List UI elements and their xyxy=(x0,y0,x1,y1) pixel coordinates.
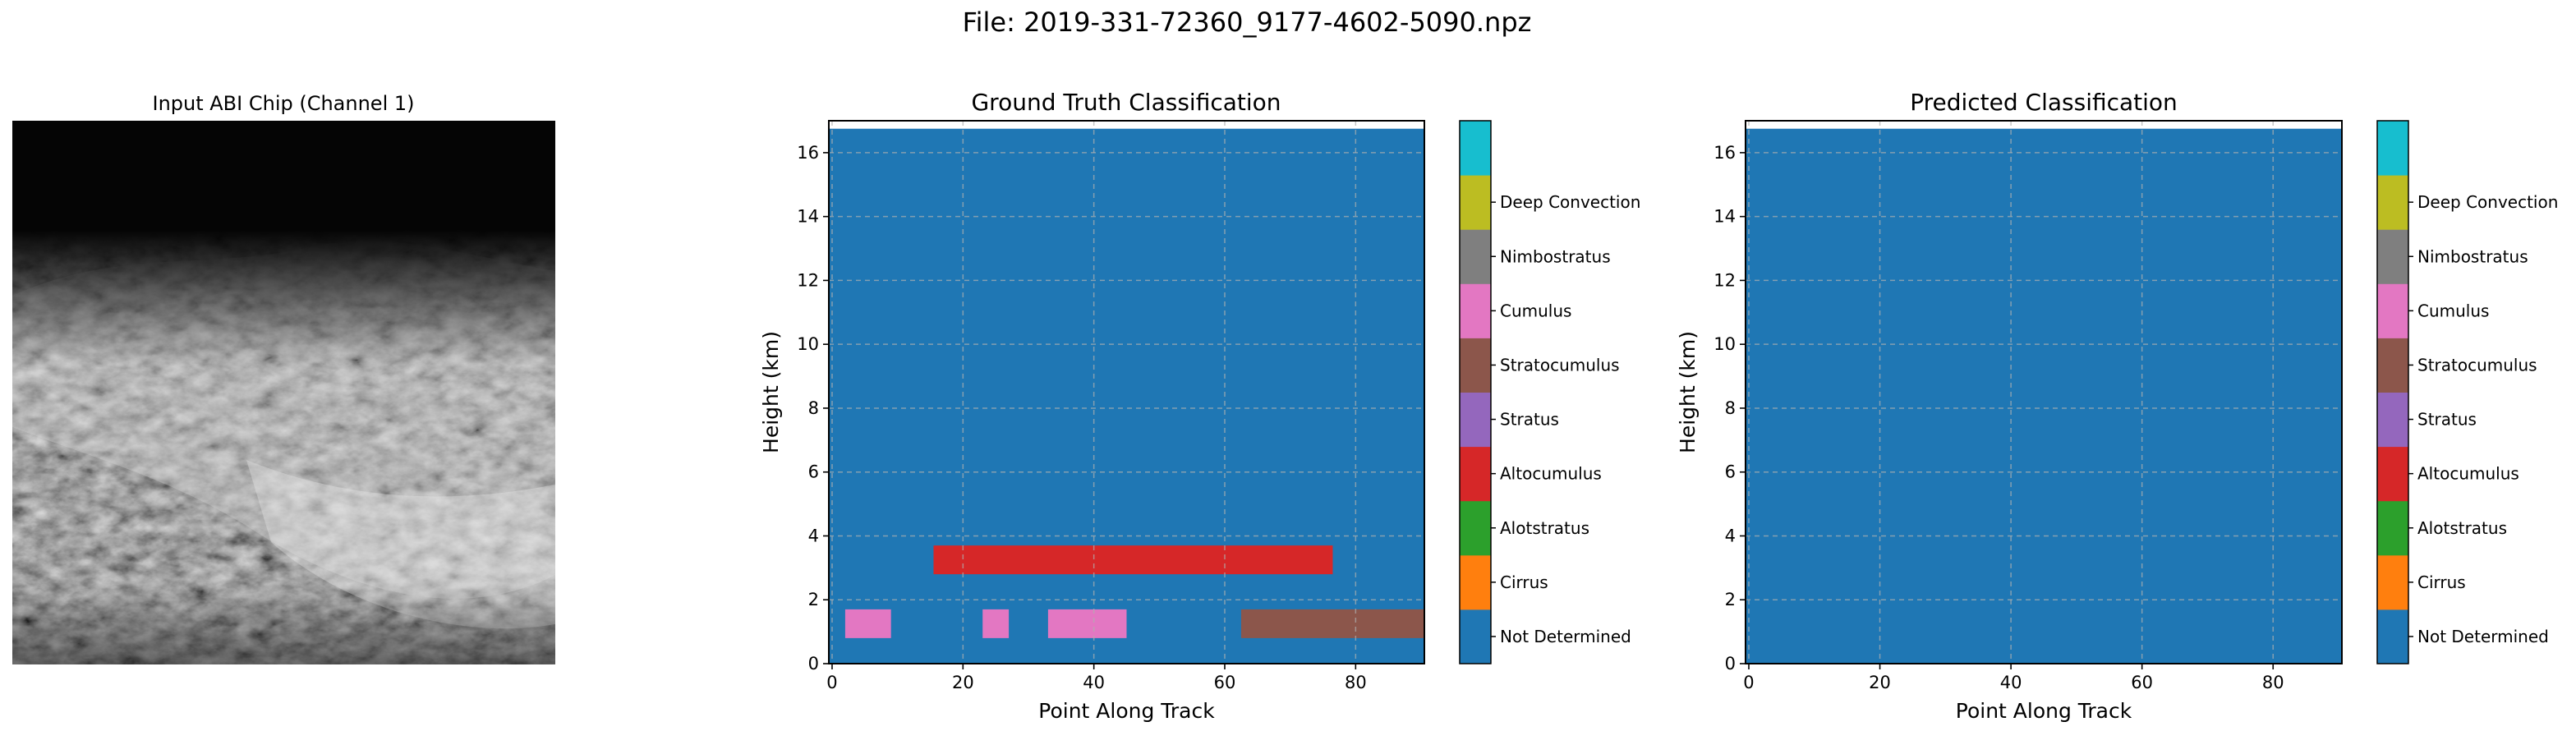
x-tick-label: 0 xyxy=(1743,673,1754,692)
colorbar-segment xyxy=(1460,554,1491,610)
x-tick-label: 60 xyxy=(1214,673,1236,692)
colorbar-label: Cirrus xyxy=(2417,572,2466,592)
y-tick-label: 10 xyxy=(1714,334,1736,354)
colorbar-segment xyxy=(2377,229,2408,284)
y-tick-label: 4 xyxy=(808,526,819,545)
colorbar-frame xyxy=(2376,120,2409,664)
y-tick-label: 2 xyxy=(808,590,819,609)
colorbar-label: Not Determined xyxy=(1500,627,1631,646)
y-tick-label: 10 xyxy=(797,334,819,354)
x-tick-label: 20 xyxy=(1869,673,1891,692)
predicted-title: Predicted Classification xyxy=(1910,89,2178,116)
colorbar-label: Altocumulus xyxy=(1500,464,1602,484)
ground-truth-plot-area: 0 20 40 60 80 0 2 4 6 8 10 12 14 16 Point Along Track H… xyxy=(759,120,1425,723)
input-chip-title: Input ABI Chip (Channel 1) xyxy=(152,92,414,115)
x-tick-label: 40 xyxy=(1083,673,1105,692)
x-tick-label: 40 xyxy=(2000,673,2022,692)
colorbar-segment xyxy=(1460,609,1491,664)
colorbar-label: Deep Convection xyxy=(2417,192,2558,212)
background-class-fill xyxy=(829,128,1424,664)
y-tick-label: 0 xyxy=(1725,654,1736,674)
colorbar-segment xyxy=(2377,283,2408,338)
colorbar-segment xyxy=(2377,609,2408,664)
colorbar-label: Stratus xyxy=(2417,410,2477,430)
colorbar-label: Nimbostratus xyxy=(2417,246,2528,266)
colorbar-segment xyxy=(2377,446,2408,502)
colorbar-segment xyxy=(2377,554,2408,610)
predicted-panel: Predicted Classification 0 20 40 60 80 0 2 4 6 8 1… xyxy=(1676,89,2558,723)
y-axis-label: Height (km) xyxy=(1676,331,1700,453)
class-region xyxy=(1047,609,1127,638)
y-tick-label: 16 xyxy=(1714,143,1736,163)
x-tick-label: 80 xyxy=(2262,673,2284,692)
predicted-colorbar: Not Determined Cirrus Alotstratus Altocumul… xyxy=(2376,120,2558,664)
colorbar-frame xyxy=(1459,120,1492,664)
y-tick-label: 14 xyxy=(797,207,819,227)
colorbar-label: Stratocumulus xyxy=(2417,355,2537,375)
colorbar-segment xyxy=(1460,392,1491,448)
x-axis-label: Point Along Track xyxy=(1038,699,1215,723)
colorbar-label: Cumulus xyxy=(2417,301,2489,320)
x-tick-label: 60 xyxy=(2131,673,2153,692)
y-tick-label: 6 xyxy=(1725,462,1736,482)
predicted-plot-area: 0 20 40 60 80 0 2 4 6 8 10 12 14 16 Point Along Track H… xyxy=(1676,120,2343,723)
colorbar-segment xyxy=(1460,446,1491,502)
plot-frame xyxy=(1745,120,2343,664)
y-tick-label: 8 xyxy=(808,398,819,418)
y-tick-label: 4 xyxy=(1725,526,1736,545)
colorbar-segment xyxy=(2377,175,2408,230)
y-tick-label: 14 xyxy=(1714,207,1736,227)
colorbar-label: Altocumulus xyxy=(2417,464,2519,484)
colorbar-label: Deep Convection xyxy=(1500,192,1640,212)
y-tick-label: 6 xyxy=(808,462,819,482)
x-tick-label: 80 xyxy=(1345,673,1367,692)
colorbar-label: Cirrus xyxy=(1500,572,1548,592)
x-axis-label: Point Along Track xyxy=(1956,699,2132,723)
y-tick-label: 0 xyxy=(808,654,819,674)
colorbar-segment xyxy=(1460,175,1491,230)
colorbar-label: Stratus xyxy=(1500,410,1559,430)
colorbar-label: Alotstratus xyxy=(1500,518,1589,538)
y-tick-label: 2 xyxy=(1725,590,1736,609)
colorbar-segment xyxy=(2377,121,2408,176)
ground-truth-colorbar: Not Determined Cirrus Alotstratus Altocumul… xyxy=(1459,120,1640,664)
x-tick-label: 0 xyxy=(826,673,837,692)
y-axis-label: Height (km) xyxy=(759,331,783,453)
input-chip-panel: Input ABI Chip (Channel 1) xyxy=(12,92,555,664)
class-region xyxy=(982,609,1010,638)
y-tick-label: 8 xyxy=(1725,398,1736,418)
colorbar-segment xyxy=(2377,392,2408,448)
x-tick-label: 20 xyxy=(952,673,974,692)
colorbar-label: Not Determined xyxy=(2417,627,2549,646)
colorbar-segment xyxy=(1460,121,1491,176)
colorbar-segment xyxy=(1460,229,1491,284)
colorbar-segment xyxy=(1460,500,1491,556)
figure-title: File: 2019-331-72360_9177-4602-5090.npz xyxy=(963,7,1532,38)
background-class-fill xyxy=(1746,128,2342,664)
class-region xyxy=(844,609,891,638)
plot-frame xyxy=(828,120,1425,664)
colorbar-segment xyxy=(1460,338,1491,393)
class-region xyxy=(1240,609,1424,638)
colorbar-segment xyxy=(2377,500,2408,556)
ground-truth-panel: Ground Truth Classification 0 20 40 60 80 0 2 4… xyxy=(759,89,1640,723)
colorbar-label: Stratocumulus xyxy=(1500,355,1620,375)
colorbar-label: Nimbostratus xyxy=(1500,246,1611,266)
colorbar-label: Cumulus xyxy=(1500,301,1571,320)
y-tick-label: 16 xyxy=(797,143,819,163)
y-tick-label: 12 xyxy=(797,270,819,290)
class-region xyxy=(933,545,1333,575)
colorbar-segment xyxy=(1460,283,1491,338)
input-chip-image xyxy=(12,121,555,664)
y-tick-label: 12 xyxy=(1714,270,1736,290)
colorbar-segment xyxy=(2377,338,2408,393)
ground-truth-title: Ground Truth Classification xyxy=(971,89,1281,116)
colorbar-label: Alotstratus xyxy=(2417,518,2507,538)
